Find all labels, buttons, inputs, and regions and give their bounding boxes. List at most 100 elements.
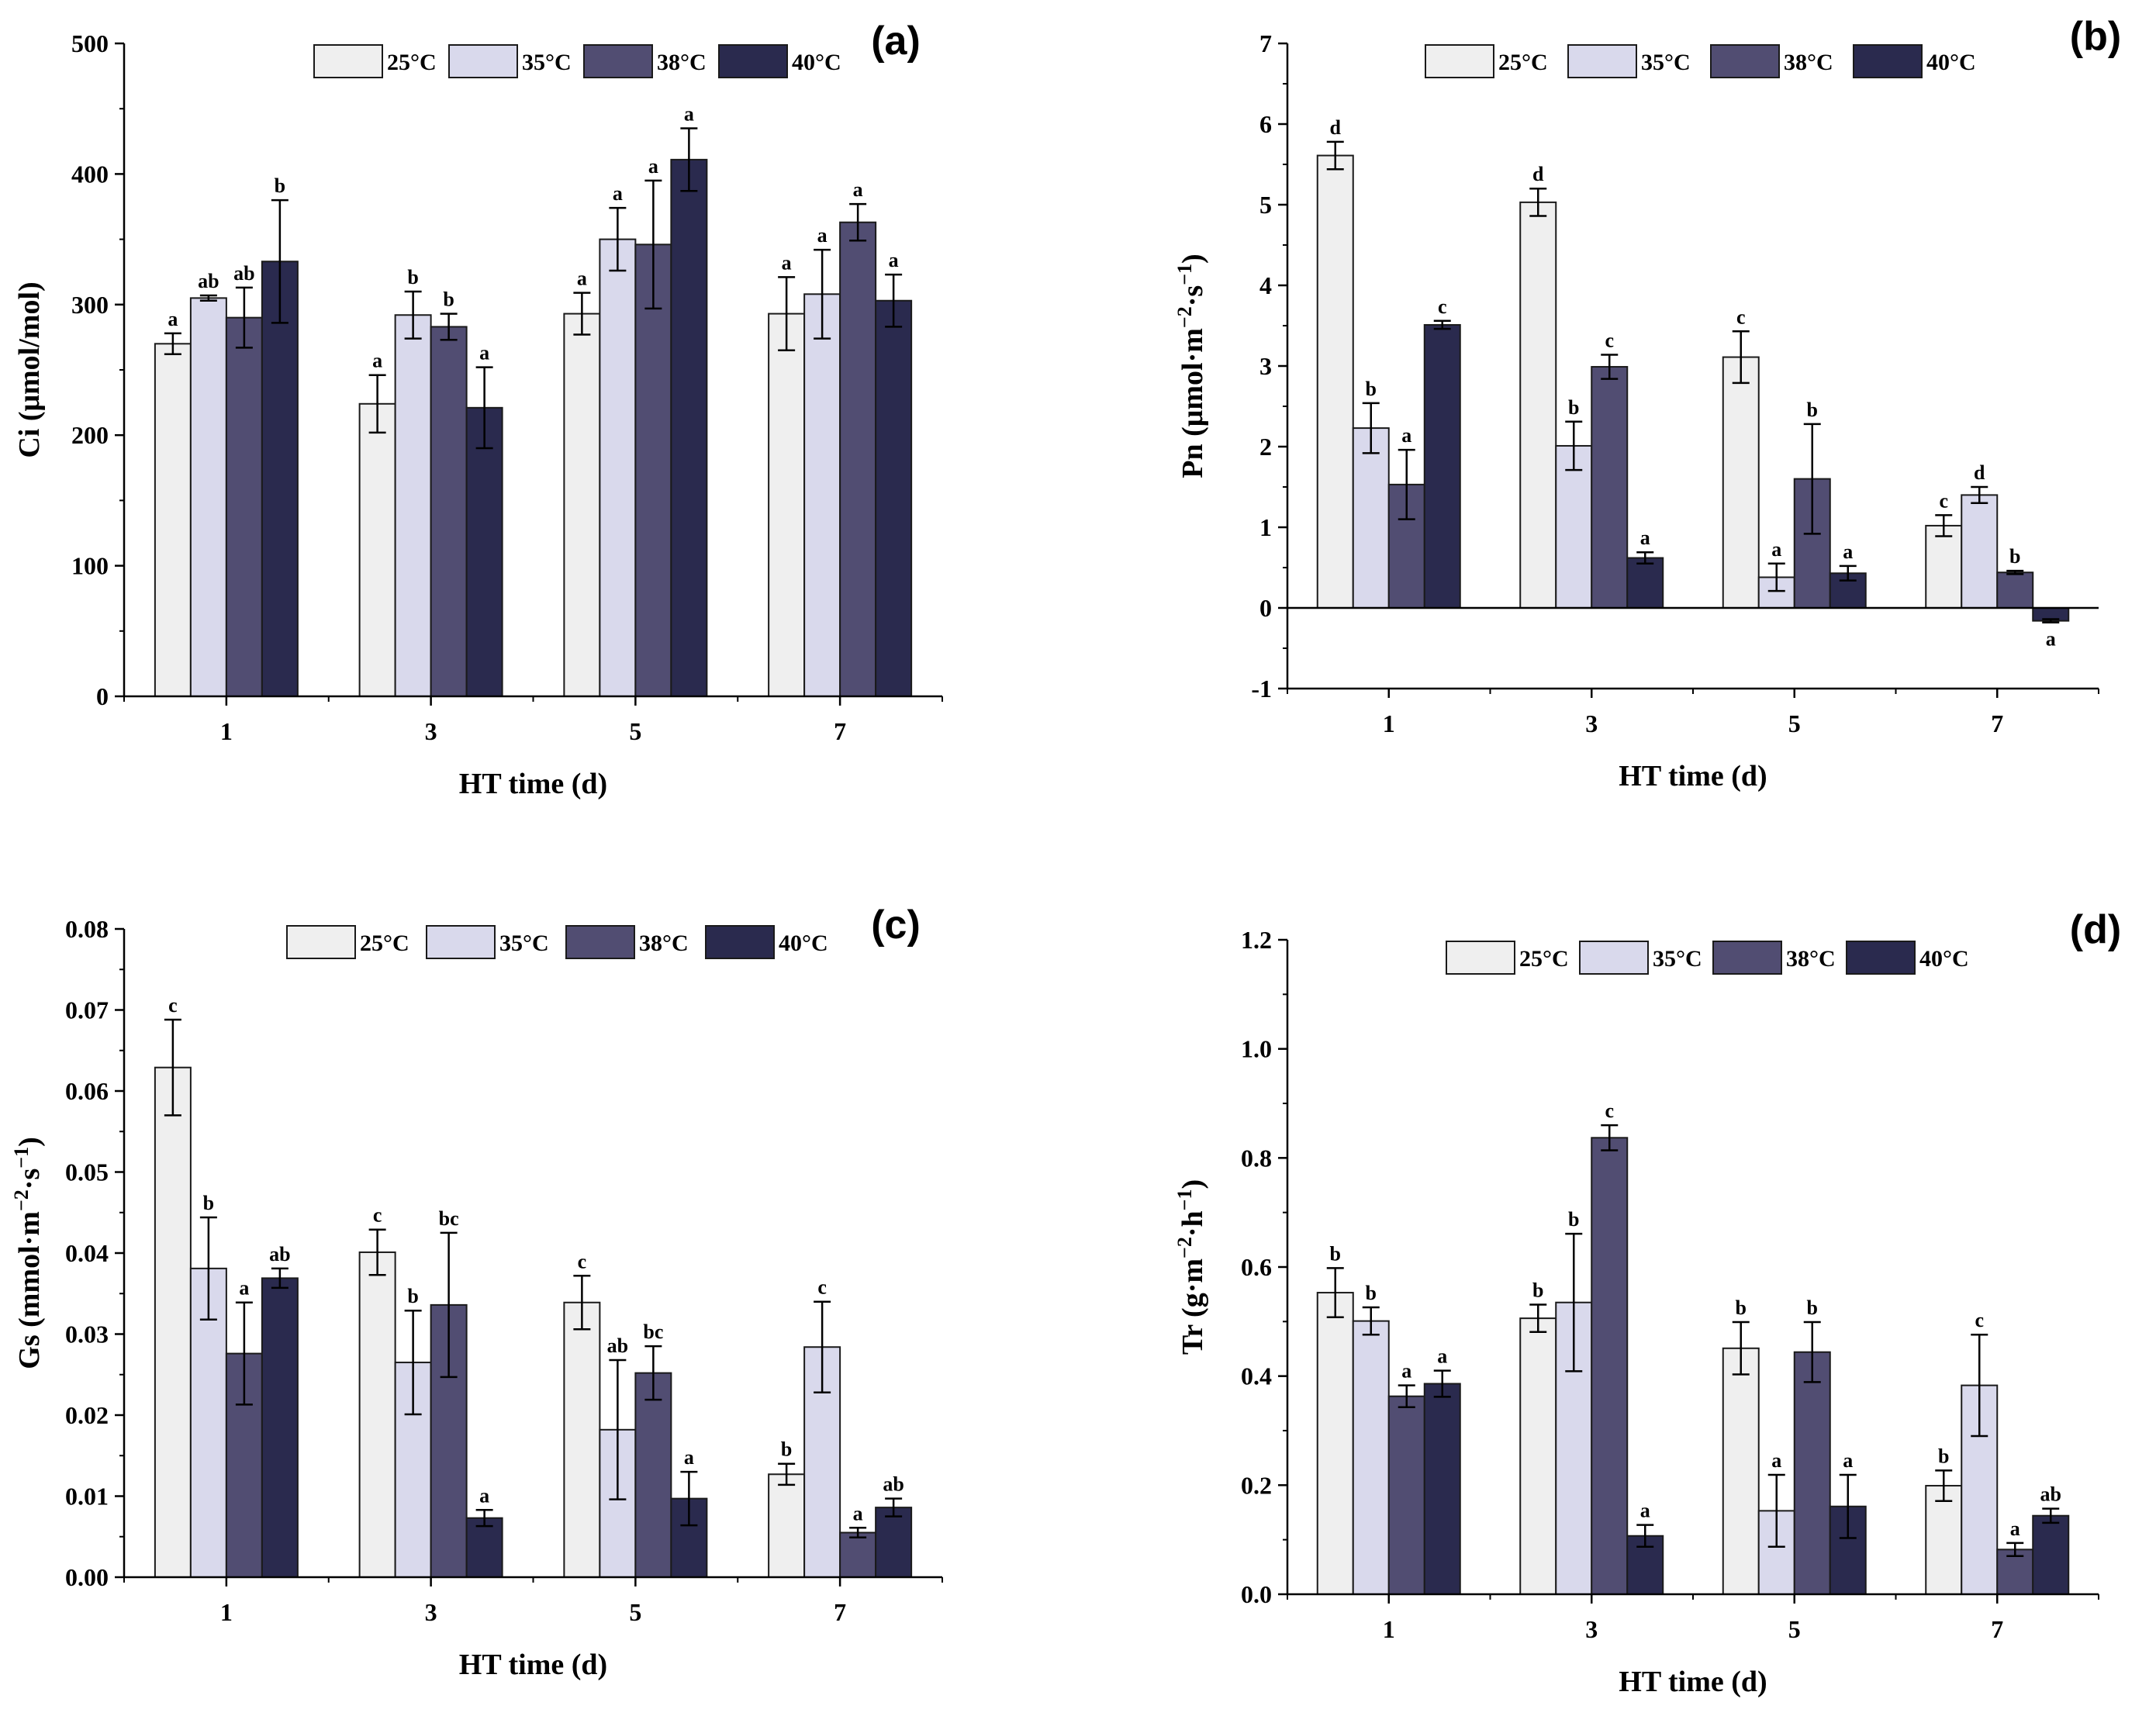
significance-label: c <box>578 1250 587 1272</box>
significance-label: c <box>1736 306 1746 328</box>
y-tick-label: 0.08 <box>65 915 109 943</box>
y-axis-title-sup: −2 <box>1173 1237 1196 1258</box>
x-tick-label: 3 <box>425 1598 437 1626</box>
y-tick-label: 200 <box>71 421 109 449</box>
y-tick-label: 100 <box>71 552 109 580</box>
y-tick-label: 1 <box>1259 513 1272 541</box>
bar <box>563 1301 601 1578</box>
significance-label: d <box>1974 461 1985 484</box>
y-axis-title-part: ) <box>13 1137 46 1147</box>
significance-label: b <box>2009 545 2020 568</box>
y-axis-title-sup: −2 <box>1173 306 1196 328</box>
bar <box>261 261 299 697</box>
bar <box>154 1066 192 1578</box>
legend-label: 35°C <box>1653 946 1702 972</box>
bar <box>839 221 877 697</box>
x-axis-title: HT time (d) <box>1619 1666 1767 1698</box>
y-tick-label: 0.2 <box>1241 1471 1272 1499</box>
legend-swatch <box>1425 44 1494 78</box>
significance-label: b <box>1532 1279 1543 1302</box>
bar <box>839 1531 877 1579</box>
y-tick-label: 0.05 <box>65 1158 109 1186</box>
y-tick-label: 0.01 <box>65 1483 109 1510</box>
bar <box>465 406 503 697</box>
significance-label: c <box>373 1204 382 1227</box>
legend-label: 40°C <box>1926 50 1976 75</box>
y-tick-label: 300 <box>71 291 109 319</box>
significance-label: ab <box>607 1334 628 1357</box>
y-axis-title-sup: −1 <box>1173 264 1196 285</box>
bar <box>1626 557 1664 609</box>
significance-label: c <box>168 994 178 1017</box>
bar <box>1996 571 2034 609</box>
significance-label: a <box>479 342 489 364</box>
legend-swatch <box>1567 44 1637 78</box>
y-axis-title-part: ·s <box>13 1169 46 1189</box>
x-tick-label: 3 <box>1585 1615 1598 1643</box>
y-tick-label: 0.0 <box>1241 1580 1272 1608</box>
legend-swatch <box>1579 941 1649 975</box>
x-tick-label: 1 <box>1383 709 1395 737</box>
legend-label: 35°C <box>1641 50 1691 75</box>
legend-label: 25°C <box>1498 50 1548 75</box>
significance-label: bc <box>439 1207 459 1230</box>
significance-label: ab <box>269 1243 290 1265</box>
legend-swatch <box>565 925 635 959</box>
bar <box>1722 356 1760 609</box>
bar <box>599 238 637 698</box>
significance-label: a <box>479 1484 489 1507</box>
bar <box>875 1507 913 1579</box>
legend-swatch <box>1846 941 1916 975</box>
significance-label: a <box>1843 1449 1853 1472</box>
legend-label: 38°C <box>639 930 689 956</box>
legend-label: 25°C <box>1519 946 1569 972</box>
significance-label: b <box>1330 1242 1341 1265</box>
legend-swatch <box>286 925 356 959</box>
x-axis-title: HT time (d) <box>1619 760 1767 792</box>
legend-swatch <box>448 44 518 78</box>
legend-swatch <box>1853 44 1923 78</box>
bar <box>1316 1292 1354 1595</box>
y-axis-title-part: Pn (μmol·m <box>1176 328 1209 478</box>
y-tick-label: 0.00 <box>65 1563 109 1591</box>
panel-letter: (b) <box>2070 14 2121 59</box>
significance-label: ab <box>883 1473 904 1496</box>
y-tick-label: 0.4 <box>1241 1362 1272 1390</box>
x-tick-label: 5 <box>629 1598 641 1626</box>
significance-label: b <box>1366 1282 1377 1304</box>
legend-swatch <box>1712 941 1782 975</box>
y-tick-label: 0.02 <box>65 1401 109 1429</box>
significance-label: a <box>1640 527 1650 549</box>
legend-label: 38°C <box>1784 50 1833 75</box>
legend-label: 38°C <box>657 50 707 75</box>
significance-label: ab <box>198 270 219 292</box>
y-axis-title-part: Tr (g·m <box>1176 1258 1209 1355</box>
y-tick-label: 3 <box>1259 352 1272 380</box>
bar <box>154 343 192 697</box>
y-axis-title: Pn (μmol·m−2·s−1) <box>1173 254 1210 478</box>
significance-label: b <box>1807 399 1818 421</box>
significance-label: b <box>407 266 418 288</box>
y-tick-label: 0 <box>1259 594 1272 622</box>
significance-label: b <box>1736 1296 1747 1319</box>
bar <box>634 243 672 697</box>
bar <box>1722 1347 1760 1595</box>
significance-label: a <box>648 155 658 178</box>
y-axis-title-part: Ci (μmol/mol) <box>13 281 46 457</box>
significance-label: a <box>782 251 792 274</box>
y-tick-label: 4 <box>1259 271 1272 299</box>
y-axis-title: Gs (mmol·m−2·s−1) <box>10 1137 47 1369</box>
bar <box>358 1251 396 1578</box>
bar <box>768 1473 806 1579</box>
significance-label: b <box>1807 1296 1818 1319</box>
bar <box>1352 427 1390 609</box>
significance-label: c <box>817 1276 827 1299</box>
significance-label: a <box>889 249 899 271</box>
significance-label: a <box>1401 424 1411 447</box>
x-tick-label: 7 <box>1991 709 2003 737</box>
y-tick-label: 0.6 <box>1241 1253 1272 1281</box>
legend-swatch <box>1710 44 1780 78</box>
